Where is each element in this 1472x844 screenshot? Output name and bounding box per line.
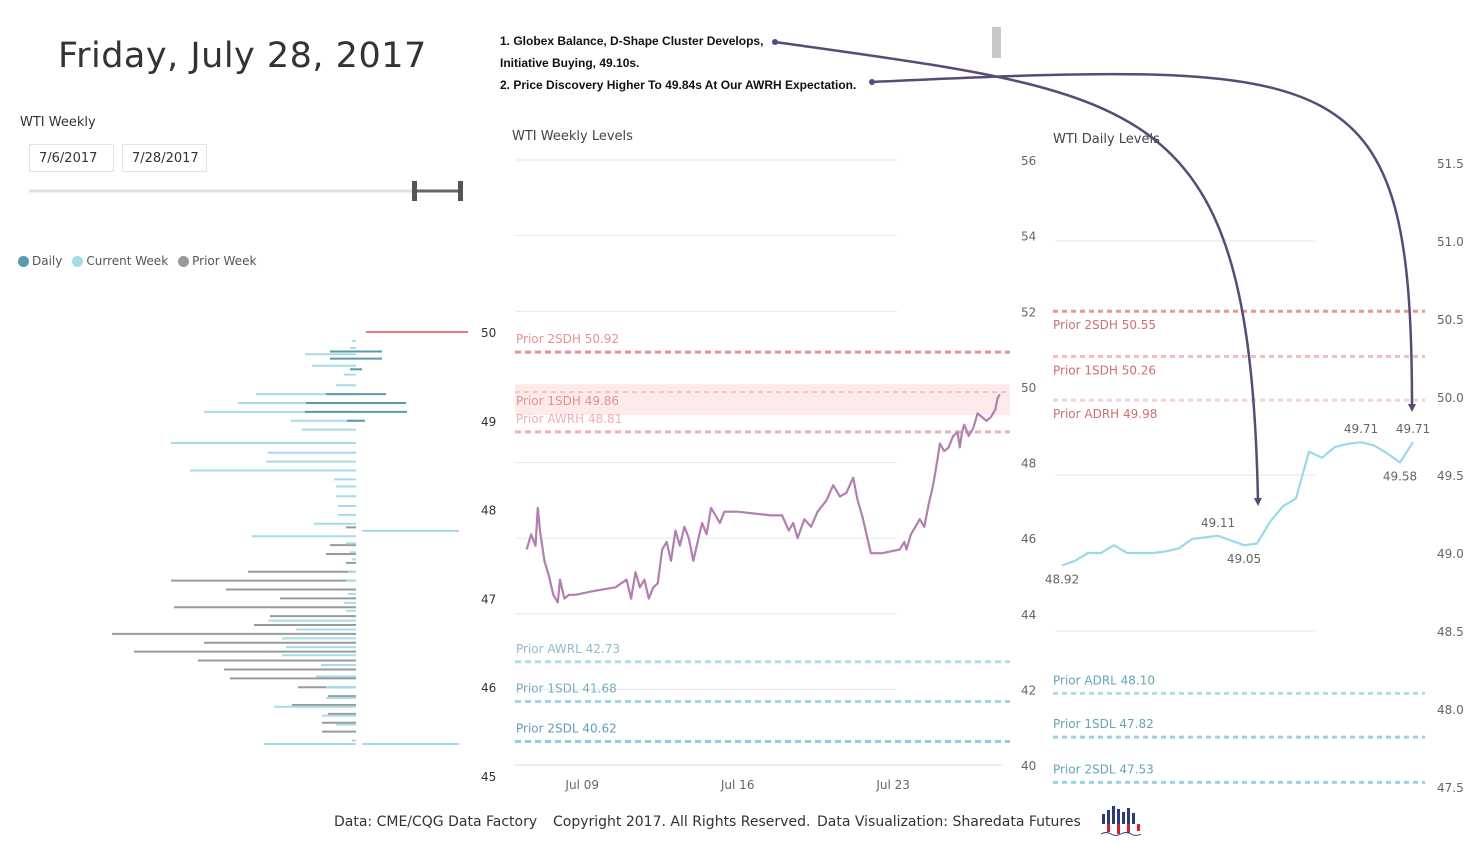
weekly-x-tick-label: Jul 09 bbox=[564, 778, 599, 792]
weekly-chart-title: WTI Weekly Levels bbox=[512, 129, 633, 144]
daily-levels-chart: 51.5 51.0 50.5 50.0 49.5 49.0 48.5 48.0 47.5 Prio… bbox=[1045, 157, 1464, 795]
scroll-handle[interactable] bbox=[992, 27, 1001, 58]
daily-level-label: Prior 2SDH 50.55 bbox=[1053, 318, 1156, 332]
daily-y-tick-label: 48.5 bbox=[1437, 625, 1464, 639]
daily-y-tick-label: 49.0 bbox=[1437, 547, 1464, 561]
weekly-y-tick-label: 40 bbox=[1021, 759, 1036, 773]
legend: Daily Current Week Prior Week bbox=[18, 254, 256, 268]
weekly-y-tick-label: 44 bbox=[1021, 608, 1036, 622]
weekly-level-label: Prior AWRL 42.73 bbox=[516, 642, 620, 656]
footer-credit: Data Visualization: Sharedata Futures bbox=[817, 814, 1081, 830]
weekly-level-label: Prior AWRH 48.81 bbox=[516, 412, 622, 426]
volume-profile-chart: 50 49 48 47 46 45 bbox=[112, 326, 496, 784]
daily-level-label: Prior 1SDH 50.26 bbox=[1053, 363, 1156, 377]
slicer-label: WTI Weekly bbox=[20, 115, 96, 130]
footer-copyright: Copyright 2017. All Rights Reserved. bbox=[553, 814, 811, 830]
footer-source: Data: CME/CQG Data Factory bbox=[334, 814, 538, 830]
weekly-y-tick-label: 56 bbox=[1021, 154, 1036, 168]
note-line-2: Initiative Buying, 49.10s. bbox=[500, 56, 640, 70]
weekly-y-tick-label: 48 bbox=[1021, 457, 1036, 471]
annotation-notes: 1. Globex Balance, D-Shape Cluster Devel… bbox=[500, 30, 856, 96]
slider-end-handle[interactable] bbox=[458, 181, 463, 201]
daily-y-tick-label: 47.5 bbox=[1437, 781, 1464, 795]
note-line-1: 1. Globex Balance, D-Shape Cluster Devel… bbox=[500, 34, 764, 48]
daily-data-label: 49.71 bbox=[1344, 422, 1378, 436]
profile-tick-label: 49 bbox=[481, 415, 496, 429]
weekly-level-label: Prior 1SDH 49.86 bbox=[516, 394, 619, 408]
daily-data-label: 49.05 bbox=[1227, 552, 1261, 566]
legend-label-daily: Daily bbox=[32, 254, 63, 268]
daily-data-label: 49.71 bbox=[1396, 422, 1430, 436]
end-date-input[interactable]: 7/28/2017 bbox=[122, 144, 207, 172]
weekly-levels-chart: 56 54 52 50 48 46 44 42 40 Jul 09 Jul 16 Jul 23 Prio… bbox=[515, 154, 1036, 792]
profile-tick-label: 50 bbox=[481, 326, 496, 340]
legend-dot-daily bbox=[18, 255, 29, 267]
daily-y-tick-label: 49.5 bbox=[1437, 469, 1464, 483]
weekly-y-tick-label: 54 bbox=[1021, 230, 1036, 244]
profile-tick-label: 48 bbox=[481, 504, 496, 518]
date-range-slider[interactable] bbox=[25, 178, 470, 204]
legend-dot-current-week bbox=[72, 255, 84, 267]
arrow-2-origin bbox=[869, 79, 875, 85]
legend-item-current-week[interactable]: Current Week bbox=[72, 254, 168, 268]
legend-label-prior-week: Prior Week bbox=[192, 254, 257, 268]
weekly-x-tick-label: Jul 23 bbox=[875, 778, 910, 792]
profile-tick-label: 47 bbox=[481, 592, 496, 606]
daily-y-tick-label: 51.0 bbox=[1437, 235, 1464, 249]
daily-data-label: 49.11 bbox=[1201, 516, 1235, 530]
daily-y-tick-label: 50.5 bbox=[1437, 313, 1464, 327]
weekly-y-tick-label: 42 bbox=[1021, 683, 1036, 697]
daily-level-label: Prior ADRH 49.98 bbox=[1053, 407, 1157, 421]
daily-data-label: 48.92 bbox=[1045, 572, 1079, 586]
profile-tick-label: 46 bbox=[481, 681, 496, 695]
daily-level-label: Prior ADRL 48.10 bbox=[1053, 673, 1155, 687]
daily-y-tick-label: 48.0 bbox=[1437, 703, 1464, 717]
daily-level-label: Prior 2SDL 47.53 bbox=[1053, 762, 1154, 776]
weekly-y-tick-label: 50 bbox=[1021, 381, 1036, 395]
daily-y-tick-label: 51.5 bbox=[1437, 157, 1464, 171]
daily-price-line bbox=[1061, 441, 1414, 567]
profile-tick-label: 45 bbox=[481, 770, 496, 784]
start-date-input[interactable]: 7/6/2017 bbox=[29, 144, 114, 172]
sharedata-logo bbox=[1100, 806, 1142, 836]
slider-start-handle[interactable] bbox=[412, 181, 417, 201]
legend-item-prior-week[interactable]: Prior Week bbox=[178, 254, 256, 268]
legend-item-daily[interactable]: Daily bbox=[18, 254, 62, 268]
weekly-level-label: Prior 1SDL 41.68 bbox=[516, 681, 617, 695]
weekly-level-label: Prior 2SDH 50.92 bbox=[516, 332, 619, 346]
note-line-3: 2. Price Discovery Higher To 49.84s At O… bbox=[500, 78, 857, 92]
page-title: Friday, July 28, 2017 bbox=[58, 36, 427, 76]
daily-level-label: Prior 1SDL 47.82 bbox=[1053, 717, 1154, 731]
legend-dot-prior-week bbox=[178, 255, 190, 267]
weekly-y-tick-label: 52 bbox=[1021, 305, 1036, 319]
weekly-y-tick-label: 46 bbox=[1021, 532, 1036, 546]
weekly-x-tick-label: Jul 16 bbox=[720, 778, 755, 792]
daily-data-label: 49.58 bbox=[1383, 470, 1417, 484]
daily-y-tick-label: 50.0 bbox=[1437, 391, 1464, 405]
weekly-level-label: Prior 2SDL 40.62 bbox=[516, 722, 617, 736]
legend-label-current-week: Current Week bbox=[86, 254, 169, 268]
